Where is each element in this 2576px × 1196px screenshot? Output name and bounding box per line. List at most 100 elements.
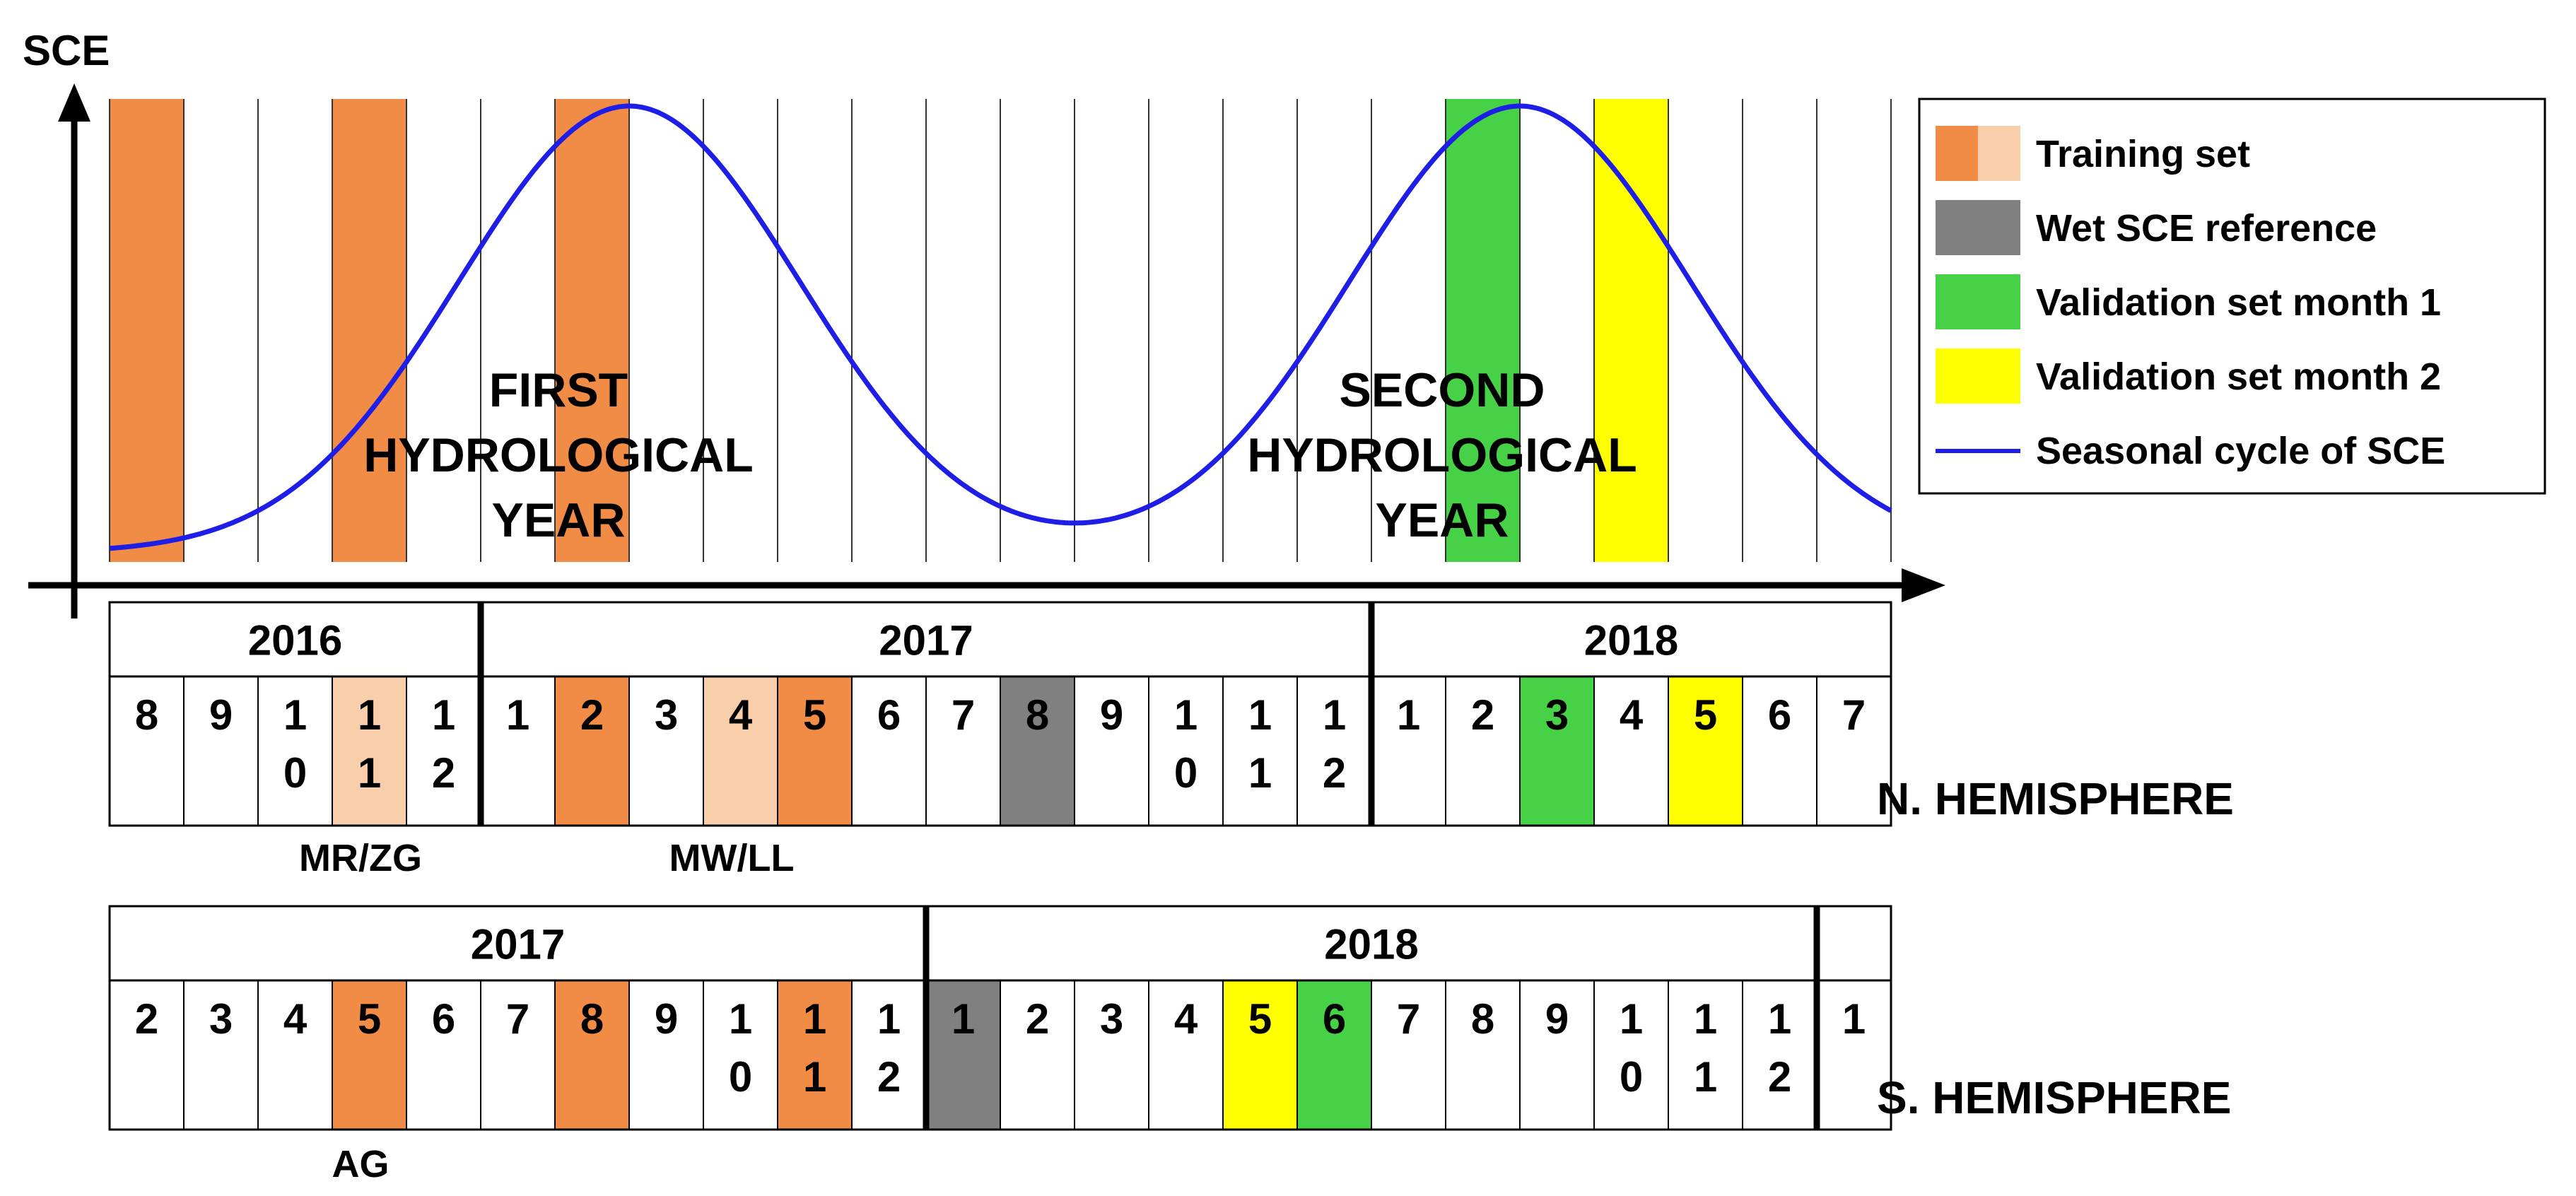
top-panel-grid (109, 99, 1892, 562)
south-month-label: 3 (209, 995, 233, 1043)
north-year-label: 2018 (1584, 617, 1678, 664)
south-month-fill (332, 980, 406, 1130)
south-month-label: 9 (1545, 995, 1569, 1043)
hydrological-year-labels: FIRST HYDROLOGICAL YEAR SECOND HYDROLOGICAL Y… (363, 363, 1637, 547)
north-month-label: 1 (1323, 691, 1346, 739)
south-month-fill (1297, 980, 1371, 1130)
legend-swatch-training-light (1978, 126, 2020, 181)
south-month-label: 1 (1768, 995, 1791, 1043)
south-annotation: AG (332, 1143, 390, 1185)
legend-label: Training set (2036, 133, 2250, 175)
second-hydrological-year-label: YEAR (1376, 493, 1509, 547)
south-month-label: 4 (1174, 995, 1198, 1043)
south-month-label: 6 (1323, 995, 1346, 1043)
north-month-label: 1 (283, 691, 307, 739)
legend-label: Validation set month 1 (2036, 281, 2441, 324)
north-month-label: 4 (729, 691, 753, 739)
north-month-label: 1 (1397, 691, 1420, 739)
second-hydrological-year-label: HYDROLOGICAL (1247, 428, 1637, 482)
south-month-label: 1 (1694, 995, 1717, 1043)
top-panel-bands (110, 99, 1668, 562)
south-month-fill (1223, 980, 1297, 1130)
top-band-20 (1594, 99, 1668, 562)
top-band-6 (555, 99, 629, 562)
axes: SCE (23, 27, 1945, 618)
north-month-label: 6 (1768, 691, 1791, 739)
first-hydrological-year-label: HYDROLOGICAL (363, 428, 754, 482)
north-month-label: 2 (580, 691, 604, 739)
second-hydrological-year-label: SECOND (1340, 363, 1545, 417)
north-month-label: 7 (952, 691, 975, 739)
north-month-row-border (108, 675, 1892, 827)
south-month-row-border (108, 979, 1892, 1131)
legend-swatch-training-dark (1936, 126, 1978, 181)
south-month-label: 1 (1620, 995, 1643, 1043)
south-month-label: 2 (1768, 1053, 1791, 1101)
north-month-label: 1 (506, 691, 529, 739)
legend-label: Seasonal cycle of SCE (2036, 430, 2445, 472)
north-month-label: 1 (1174, 691, 1198, 739)
first-hydrological-year-label: FIRST (489, 363, 628, 417)
north-year-label: 2017 (879, 617, 973, 664)
north-month-label: 3 (655, 691, 678, 739)
south-month-label: 6 (432, 995, 455, 1043)
first-hydrological-year-label: YEAR (492, 493, 626, 547)
north-month-fill (1668, 676, 1743, 826)
north-year-label: 2016 (248, 617, 342, 664)
south-month-label: 1 (877, 995, 901, 1043)
south-month-fill (778, 980, 852, 1130)
north-month-label: 7 (1842, 691, 1866, 739)
north-month-label: 5 (803, 691, 826, 739)
south-year-row (108, 905, 1892, 982)
top-band-3 (332, 99, 406, 562)
south-month-label: 4 (283, 995, 308, 1043)
north-month-label: 1 (358, 691, 381, 739)
south-year-label: 2018 (1324, 921, 1418, 968)
north-month-label: 1 (1248, 749, 1272, 797)
south-month-fill (555, 980, 629, 1130)
legend-label: Validation set month 2 (2036, 356, 2441, 398)
south-month-label: 1 (803, 1053, 826, 1101)
top-band-0 (110, 99, 184, 562)
y-axis-arrowhead (58, 83, 90, 122)
north-month-fill (778, 676, 852, 826)
north-month-fill (1000, 676, 1075, 826)
north-month-label: 1 (1248, 691, 1272, 739)
south-month-label: 7 (506, 995, 529, 1043)
north-month-label: 8 (1026, 691, 1049, 739)
south-month-label: 0 (729, 1053, 752, 1101)
north-month-label: 8 (135, 691, 158, 739)
south-month-label: 1 (1842, 995, 1866, 1043)
south-month-label: 1 (729, 995, 752, 1043)
south-month-label: 7 (1397, 995, 1420, 1043)
south-hemisphere-label: S. HEMISPHERE (1877, 1072, 2231, 1123)
north-year-row (108, 601, 1892, 678)
south-month-label: 8 (1471, 995, 1494, 1043)
y-axis-label: SCE (23, 27, 110, 74)
north-hemisphere-label: N. HEMISPHERE (1877, 773, 2234, 824)
north-month-fill (555, 676, 629, 826)
north-month-label: 0 (283, 749, 307, 797)
south-month-label: 0 (1620, 1053, 1643, 1101)
north-month-label: 1 (432, 691, 455, 739)
north-month-label: 5 (1694, 691, 1717, 739)
north-month-label: 3 (1545, 691, 1569, 739)
north-month-label: 9 (1100, 691, 1123, 739)
top-band-18 (1446, 99, 1520, 562)
south-month-fill (926, 980, 1000, 1130)
legend-swatch-validation_month1 (1936, 274, 2020, 329)
south-month-label: 2 (1026, 995, 1049, 1043)
north-month-label: 2 (1471, 691, 1494, 739)
south-month-label: 1 (952, 995, 975, 1043)
north-month-label: 6 (877, 691, 901, 739)
south-year-label: 2017 (471, 921, 565, 968)
x-axis-arrowhead (1902, 568, 1945, 602)
north-month-label: 1 (358, 749, 381, 797)
south-month-label: 5 (1248, 995, 1272, 1043)
south-month-label: 1 (1694, 1053, 1717, 1101)
south-month-label: 2 (135, 995, 158, 1043)
legend-swatch-wet_reference (1936, 200, 2020, 255)
